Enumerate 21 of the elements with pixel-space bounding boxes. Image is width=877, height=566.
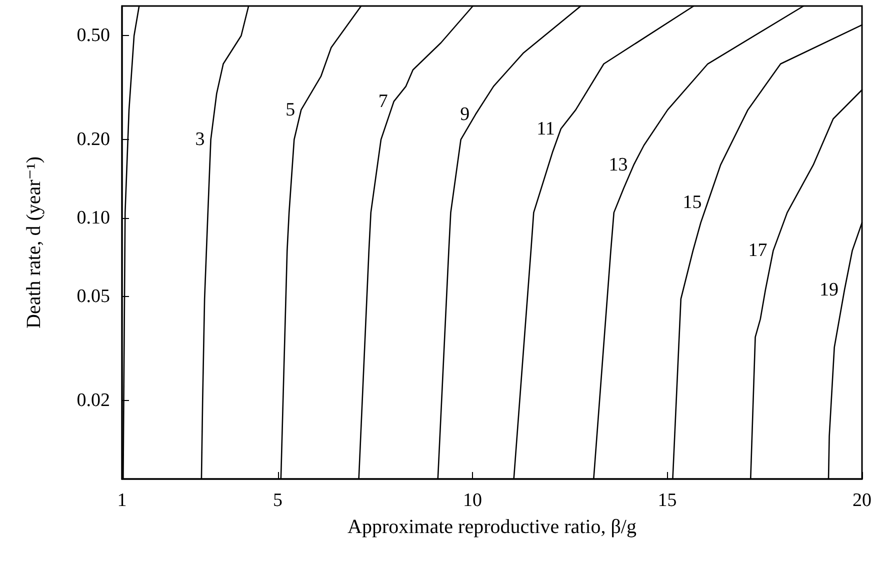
x-axis-title: Approximate reproductive ratio, β/g <box>348 516 636 538</box>
x-tick-label: 1 <box>117 490 127 511</box>
series-label: 13 <box>608 154 628 176</box>
y-tick-label: 0.05 <box>76 286 110 308</box>
series-label: 9 <box>460 104 470 125</box>
y-tick-label: 0.20 <box>76 129 110 150</box>
x-tick-label: 15 <box>658 490 677 511</box>
series-label: 3 <box>195 129 205 150</box>
x-tick-label: 10 <box>463 490 482 511</box>
series-label: 7 <box>378 90 388 112</box>
x-tick-label: 20 <box>852 490 872 511</box>
y-axis-title: Death rate, d (year⁻¹) <box>23 156 45 329</box>
y-tick-label: 0.10 <box>76 208 110 229</box>
series-label: 15 <box>682 192 702 213</box>
series-label: 11 <box>536 118 555 140</box>
series-label: 5 <box>286 99 296 120</box>
series-label: 17 <box>748 240 768 262</box>
y-tick-label: 0.02 <box>76 390 110 411</box>
x-tick-label: 5 <box>273 490 283 511</box>
series-label: 19 <box>819 280 838 301</box>
y-tick-label: 0.50 <box>76 25 110 46</box>
